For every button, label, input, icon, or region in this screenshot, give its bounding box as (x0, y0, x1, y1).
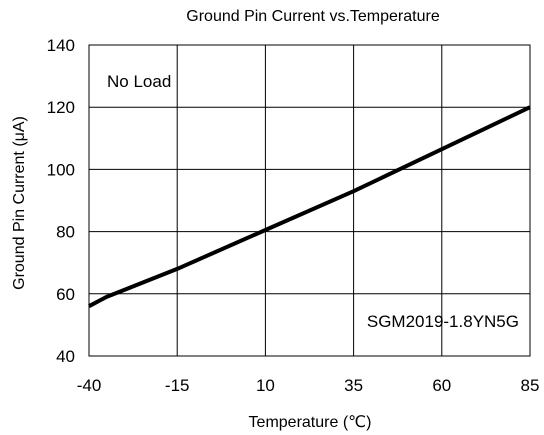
chart-title: Ground Pin Current vs.Temperature (186, 8, 440, 25)
y-tick-labels: 40 60 80 100 120 140 (47, 36, 75, 366)
x-tick-labels: -40 -15 10 35 60 85 (77, 376, 540, 395)
part-number-annotation: SGM2019-1.8YN5G (367, 312, 519, 331)
series-line (88, 105, 531, 308)
x-tick-label: -15 (165, 376, 190, 395)
y-tick-label: 80 (56, 223, 75, 242)
x-tick-label: -40 (77, 376, 102, 395)
x-tick-label: 10 (256, 376, 275, 395)
plot-area-frame (88, 44, 531, 357)
grid (89, 45, 530, 356)
y-tick-label: 40 (56, 347, 75, 366)
x-tick-label: 85 (521, 376, 540, 395)
y-axis-title: Ground Pin Current (μA) (11, 116, 28, 290)
y-tick-label: 120 (47, 98, 75, 117)
y-tick-label: 100 (47, 160, 75, 179)
condition-annotation: No Load (107, 72, 171, 91)
y-tick-label: 140 (47, 36, 75, 55)
x-axis-title: Temperature (℃) (249, 414, 372, 431)
x-tick-label: 35 (344, 376, 363, 395)
series-layer (88, 105, 531, 308)
y-tick-label: 60 (56, 285, 75, 304)
x-tick-label: 60 (432, 376, 451, 395)
